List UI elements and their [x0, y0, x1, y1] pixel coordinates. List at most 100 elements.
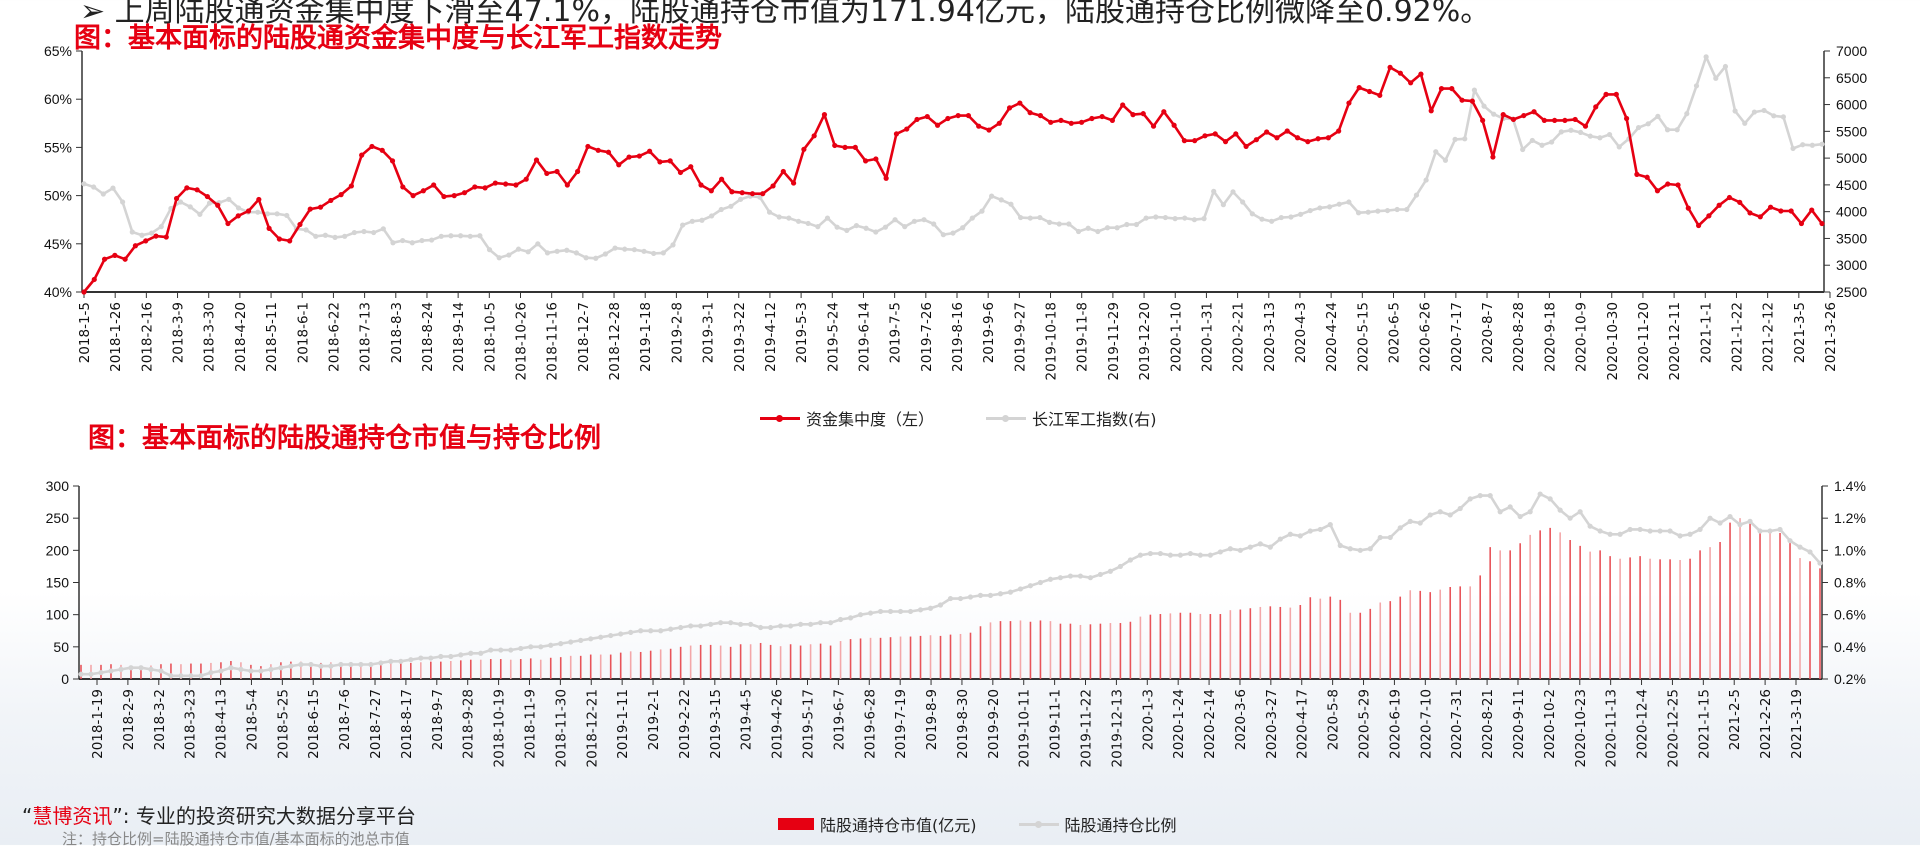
data-point [738, 621, 744, 627]
x-tick-label: 2018-10-19 [492, 689, 508, 767]
data-point [122, 256, 128, 262]
right-y-tick-label: 5500 [1836, 123, 1867, 139]
data-point [1394, 206, 1400, 213]
data-point [1558, 129, 1564, 135]
x-tick-label: 2021-1-22 [1729, 302, 1745, 372]
data-point [1413, 192, 1420, 198]
data-point [608, 632, 614, 639]
data-point [1427, 512, 1433, 518]
data-point [863, 225, 869, 231]
data-point [129, 229, 135, 235]
data-point [1365, 209, 1371, 215]
data-point [1537, 491, 1543, 497]
data-point [158, 224, 164, 230]
x-tick-label: 2020-7-10 [1418, 689, 1434, 759]
right-y-tick-label: 0.4% [1834, 639, 1866, 655]
data-point [1597, 135, 1603, 141]
data-point [824, 215, 831, 221]
x-tick-label: 2019-12-20 [1137, 302, 1153, 380]
data-point [307, 206, 313, 212]
data-point [1346, 100, 1352, 106]
data-point [1247, 544, 1253, 550]
chart2-legend: 陆股通持仓市值(亿元) 陆股通持仓比例 [778, 812, 1177, 836]
data-point [554, 248, 560, 254]
data-point [1253, 137, 1259, 143]
data-point [807, 621, 814, 627]
data-point [518, 645, 524, 652]
data-point [573, 250, 580, 256]
data-point [342, 233, 348, 239]
x-tick-label: 2018-9-7 [430, 689, 446, 750]
data-point [667, 158, 673, 164]
x-tick-label: 2020-5-29 [1357, 689, 1373, 759]
right-y-tick-label: 0.8% [1834, 575, 1866, 591]
data-point [1742, 120, 1748, 126]
data-point [1336, 128, 1342, 134]
data-point [1297, 533, 1303, 539]
data-point [478, 650, 484, 656]
data-point [1114, 225, 1120, 231]
x-tick-label: 2018-6-15 [306, 689, 322, 759]
data-point [538, 644, 544, 650]
data-point [1634, 171, 1640, 177]
x-tick-label: 2019-6-7 [831, 689, 847, 750]
data-point [206, 200, 213, 206]
data-point [177, 199, 184, 205]
data-point [1713, 75, 1719, 81]
x-tick-label: 2020-9-11 [1511, 689, 1527, 759]
data-point [1140, 111, 1146, 117]
x-tick-label: 2020-6-19 [1387, 689, 1403, 759]
data-point [786, 215, 792, 221]
data-point [758, 624, 764, 631]
data-point [1284, 128, 1290, 134]
data-point [163, 234, 169, 240]
data-point [1117, 563, 1124, 570]
data-point [1747, 518, 1753, 524]
data-point [1531, 109, 1537, 115]
x-tick-label: 2018-12-28 [607, 302, 623, 380]
data-point [544, 250, 551, 256]
x-tick-label: 2021-1-1 [1698, 302, 1714, 363]
data-point [328, 197, 334, 204]
data-point [1355, 210, 1362, 216]
data-point [428, 655, 434, 661]
data-point [688, 164, 694, 170]
data-point [605, 149, 612, 155]
data-point [78, 671, 84, 677]
data-point [245, 208, 252, 214]
right-y-tick-label: 3000 [1836, 257, 1867, 273]
x-tick-label: 2020-1-31 [1199, 302, 1215, 372]
data-point [1157, 550, 1163, 557]
data-point [1037, 214, 1043, 221]
data-point [1771, 113, 1777, 119]
legend-label-index: 长江军工指数(右) [1032, 410, 1157, 429]
x-tick-label: 2020-8-7 [1480, 302, 1496, 363]
x-tick-label: 2019-2-8 [669, 302, 685, 363]
data-point [1097, 571, 1104, 578]
x-tick-label: 2018-2-16 [139, 302, 155, 372]
data-point [1480, 117, 1486, 124]
data-point [689, 218, 695, 224]
data-point [729, 189, 735, 195]
legend-gray-line-icon [1018, 820, 1059, 828]
data-point [1192, 138, 1198, 144]
data-point [158, 668, 164, 674]
data-point [248, 668, 254, 674]
footer-brand-line: “慧博资讯”: 专业的投资研究大数据分享平台 [22, 800, 416, 829]
data-point [1520, 146, 1526, 153]
data-point [188, 673, 194, 679]
data-point [902, 224, 908, 230]
data-point [1408, 80, 1414, 86]
data-point [218, 668, 224, 674]
data-point [492, 180, 498, 186]
data-point [1761, 107, 1767, 114]
data-point [1171, 122, 1177, 128]
data-point [1356, 85, 1362, 91]
data-point [1562, 117, 1568, 124]
data-point [914, 116, 920, 123]
data-point [728, 203, 734, 209]
x-tick-label: 2018-3-23 [183, 689, 199, 759]
data-point [976, 123, 982, 129]
data-point [967, 594, 974, 600]
data-point [1230, 189, 1236, 195]
